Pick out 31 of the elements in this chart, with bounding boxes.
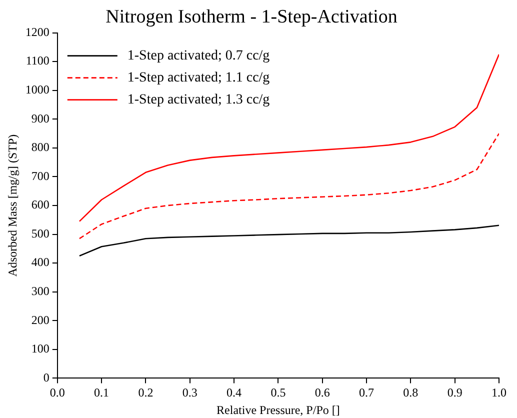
x-tick-label: 0.0 — [50, 386, 65, 400]
y-tick-label: 1100 — [26, 54, 50, 68]
x-tick-label: 0.7 — [359, 386, 374, 400]
x-tick-label: 0.5 — [270, 386, 286, 400]
chart-title: Nitrogen Isotherm - 1-Step-Activation — [106, 6, 398, 28]
x-tick-label: 0.4 — [226, 386, 242, 400]
x-tick-label: 0.9 — [447, 386, 462, 400]
x-tick-label: 0.1 — [94, 386, 110, 400]
y-tick-label: 800 — [31, 140, 50, 154]
y-tick-label: 0 — [43, 370, 50, 384]
y-tick-label: 700 — [31, 168, 50, 183]
x-tick-label: 0.6 — [314, 386, 330, 400]
line-series — [78, 132, 499, 240]
y-tick-label: 500 — [31, 226, 50, 240]
y-tick-label: 1200 — [25, 24, 50, 39]
y-tick-label: 100 — [31, 342, 50, 356]
x-tick-label: 0.3 — [182, 386, 198, 400]
y-tick-label: 600 — [31, 198, 50, 212]
y-tick-label: 300 — [31, 284, 50, 298]
x-tick-label: 0.2 — [138, 386, 154, 400]
x-tick-label: 1.0 — [492, 386, 506, 400]
y-tick-label: 200 — [31, 312, 50, 327]
y-axis-title: Adsorbed Mass [mg/g] (STP) — [5, 134, 20, 277]
legend-label: 1-Step activated; 0.7 cc/g — [127, 48, 270, 64]
legend-label: 1-Step activated; 1.3 cc/g — [127, 92, 270, 108]
y-tick-label: 400 — [31, 255, 50, 270]
x-axis-title: Relative Pressure, P/Po [] — [216, 402, 340, 417]
legend-label: 1-Step activated; 1.1 cc/g — [127, 70, 270, 86]
x-tick-label: 0.8 — [403, 386, 418, 400]
y-tick-label: 900 — [31, 111, 50, 126]
y-tick-label: 1000 — [25, 82, 50, 97]
